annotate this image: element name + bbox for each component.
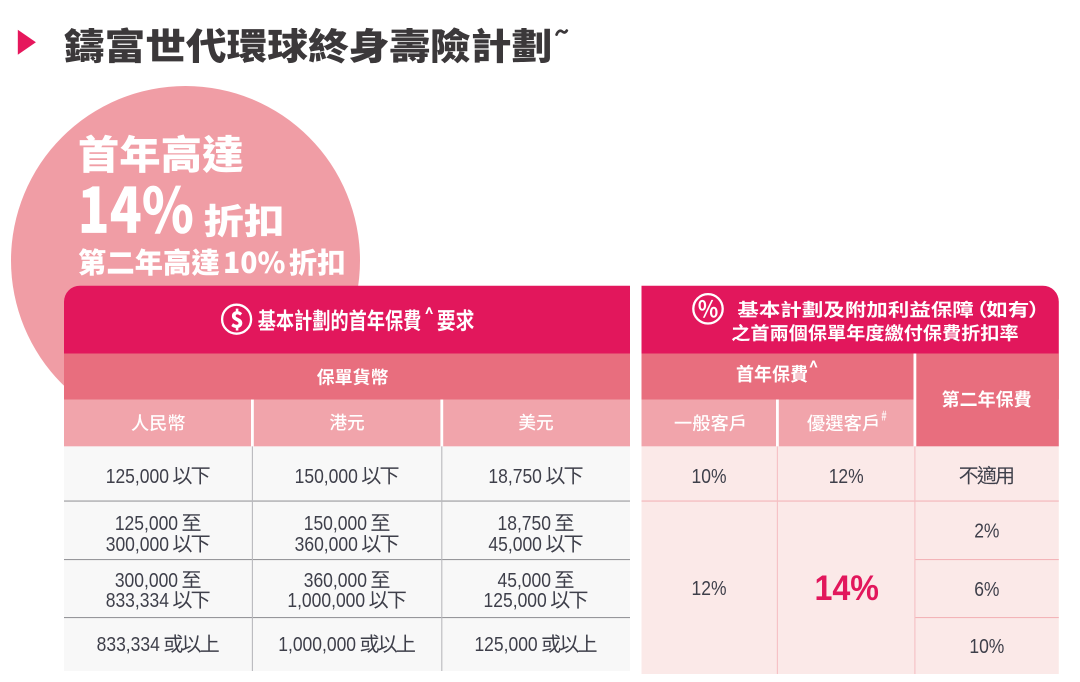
svg-text:1,000,000: 1,000,000 xyxy=(287,590,365,612)
svg-text:2%: 2% xyxy=(974,521,999,543)
svg-text:150,000: 150,000 xyxy=(295,466,358,488)
svg-text:150,000: 150,000 xyxy=(304,513,367,535)
svg-text:300,000: 300,000 xyxy=(115,570,178,592)
svg-text:6%: 6% xyxy=(974,579,999,601)
svg-text:10%: 10% xyxy=(969,636,1004,658)
svg-text:300,000: 300,000 xyxy=(106,534,169,556)
svg-text:833,334: 833,334 xyxy=(97,634,160,656)
svg-text:125,000: 125,000 xyxy=(484,590,547,612)
svg-text:45,000: 45,000 xyxy=(498,570,551,592)
svg-text:18,750: 18,750 xyxy=(498,513,551,535)
svg-text:360,000: 360,000 xyxy=(304,570,367,592)
svg-text:45,000: 45,000 xyxy=(488,534,541,556)
svg-text:10%: 10% xyxy=(692,466,727,488)
svg-text:1,000,000: 1,000,000 xyxy=(278,634,356,656)
svg-text:14%: 14% xyxy=(814,568,879,608)
svg-text:12%: 12% xyxy=(829,466,864,488)
svg-text:18,750: 18,750 xyxy=(488,466,541,488)
svg-text:125,000: 125,000 xyxy=(474,634,537,656)
svg-text:833,334: 833,334 xyxy=(106,590,169,612)
svg-text:125,000: 125,000 xyxy=(115,513,178,535)
svg-text:12%: 12% xyxy=(692,578,727,600)
svg-text:360,000: 360,000 xyxy=(295,534,358,556)
svg-text:125,000: 125,000 xyxy=(106,466,169,488)
